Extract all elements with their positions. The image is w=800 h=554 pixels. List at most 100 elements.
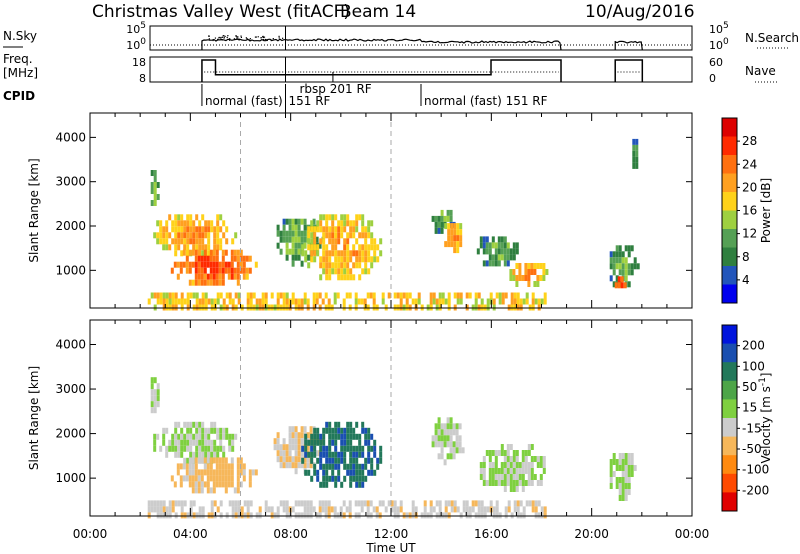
velocity-cell [491,462,495,468]
velocity-cell [153,377,157,384]
power-cell [215,249,219,256]
velocity-cell [337,421,341,428]
power-cell [179,261,183,268]
power-cell [177,244,181,251]
velocity-cell [153,500,157,507]
power-cell [171,292,175,299]
velocity-cell [437,435,441,442]
power-cell [239,255,243,262]
velocity-cell [279,450,283,457]
velocity-cell [303,462,307,469]
velocity-cell [185,463,189,470]
power-cell [168,298,172,305]
power-cell [361,220,365,227]
power-cell [459,292,463,299]
power-cell [510,292,514,299]
velocity-cell [185,475,189,482]
velocity-cell [219,439,223,446]
velocity-cell [327,506,331,513]
power-cell [446,209,450,216]
power-cell [459,298,463,305]
velocity-cell [174,433,178,440]
power-cell [343,268,347,275]
velocity-cell [373,439,377,446]
power-cell [482,248,486,255]
velocity-cell [337,427,341,434]
velocity-cell [192,451,196,458]
power-cell [183,220,187,227]
power-cell [515,281,519,287]
power-cell [153,232,157,239]
power-cell [159,292,163,299]
velocity-cell [213,445,217,452]
power-cell [261,298,265,305]
velocity-cell [194,469,198,476]
velocity-cell [509,474,513,480]
power-cell [453,223,457,230]
power-cell [343,214,347,221]
power-cell [288,230,292,237]
power-cell [617,282,621,289]
velocity-cell [207,433,211,440]
velocity-cell [189,421,193,428]
power-colorbar-tick-label: 8 [742,250,750,264]
velocity-cell [352,469,356,476]
power-cell [203,249,207,256]
velocity-cell [506,480,510,486]
velocity-cell [630,471,634,477]
power-cell [459,223,463,230]
velocity-cell [543,506,547,513]
velocity-cell [500,474,504,480]
power-cell [524,263,528,269]
velocity-cell [367,457,371,464]
nsky-point [208,35,210,37]
velocity-cell [431,435,435,442]
velocity-cell [522,506,526,513]
velocity-cell [343,463,347,470]
power-ytick-label: 2000 [55,219,86,233]
power-cell [186,220,190,227]
freq-panel-frame [149,56,693,83]
power-cell [294,224,298,231]
power-cell [319,238,323,245]
velocity-cell [455,447,459,454]
velocity-cell [189,451,193,458]
velocity-cell [509,462,513,468]
power-cell [491,242,495,249]
power-cell [165,226,169,233]
power-cell [340,226,344,233]
power-cell [539,263,543,269]
power-cell [288,236,292,243]
velocity-cell [346,427,350,434]
velocity-cell [494,462,498,468]
power-cell [488,254,492,261]
power-cell [453,292,457,299]
velocity-cell [218,457,222,464]
power-cell [264,298,268,305]
velocity-cell [219,445,223,452]
velocity-cell [494,456,498,462]
power-cell [252,292,256,299]
velocity-cell [453,506,457,513]
velocity-cell [434,429,438,436]
power-cell [334,244,338,251]
power-cell [474,298,478,305]
power-cell [236,267,240,274]
velocity-cell [482,462,486,468]
power-cell [153,170,157,176]
velocity-cell [327,512,331,519]
velocity-cell [334,421,338,428]
power-cell [358,256,362,263]
velocity-cell [291,462,295,469]
power-cell [620,282,624,289]
velocity-cell [533,456,537,462]
power-cell [307,226,311,233]
power-cell [524,269,528,275]
velocity-cell [177,421,181,428]
velocity-cell [316,457,320,464]
nsky-point [233,38,235,40]
velocity-cell [325,445,329,452]
power-cell [222,220,226,227]
velocity-cell [621,495,625,501]
power-cell [399,298,403,305]
